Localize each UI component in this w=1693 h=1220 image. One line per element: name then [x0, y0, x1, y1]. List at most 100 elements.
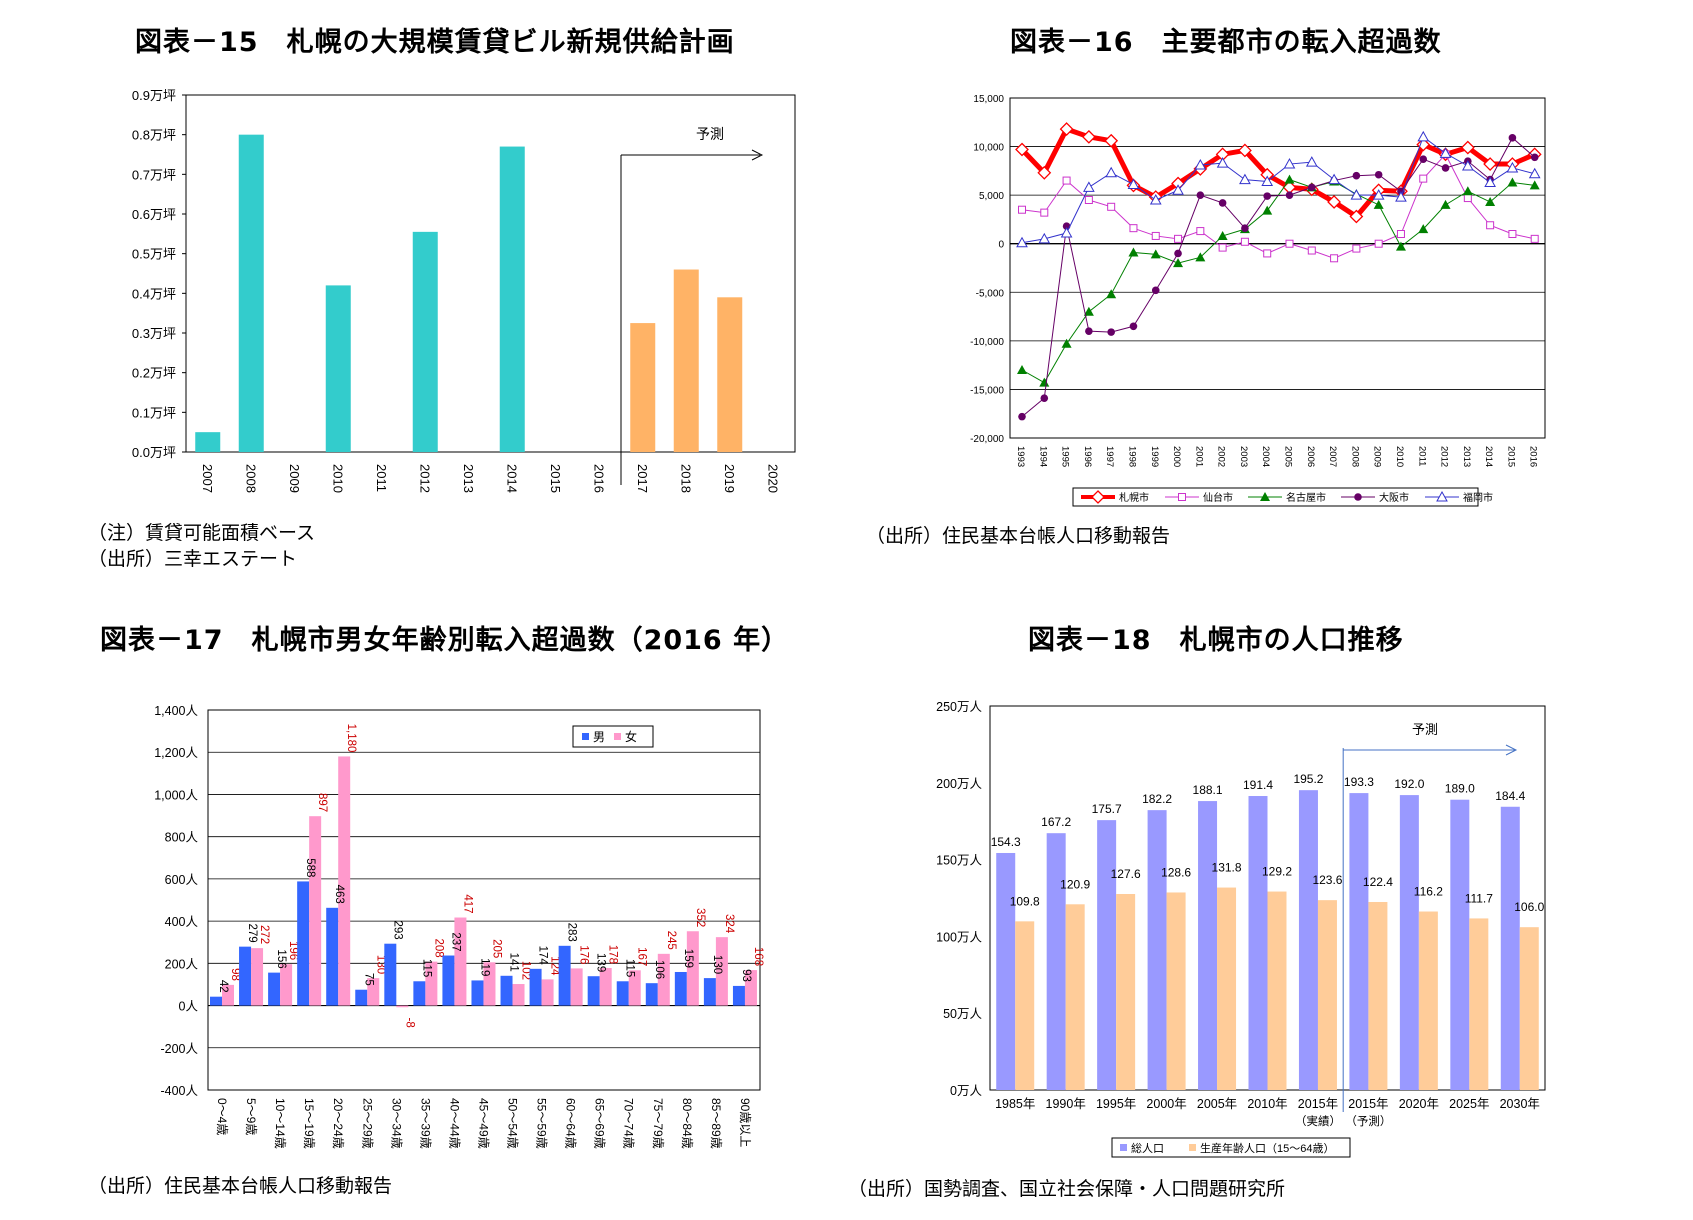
fig17-value-female-5～9歳: 272	[258, 925, 270, 944]
fig16-legend-marker-大阪市	[1354, 493, 1362, 501]
fig17-ytick-label: -400人	[160, 1084, 198, 1098]
fig16-xtick-label: 2008	[1349, 446, 1360, 467]
fig18-value-total-0: 154.3	[991, 835, 1021, 849]
fig17-value-female-20～24歳: 1,180	[345, 724, 357, 753]
fig17-value-male-30～34歳: 293	[391, 921, 403, 940]
fig16-point-仙台市-2006	[1307, 246, 1316, 255]
fig16-xtick-label: 2013	[1461, 446, 1472, 467]
fig16-xtick-label: 2012	[1439, 446, 1450, 467]
fig18-xtick-label: 1985年	[995, 1097, 1035, 1111]
fig17-ytick-label: 200人	[165, 957, 199, 971]
fig16-point-名古屋市-2000	[1173, 258, 1184, 268]
fig18-ytick-label: 150万人	[936, 854, 982, 868]
fig18-value-working-2: 127.6	[1111, 867, 1141, 881]
fig18-xtick-label: 1995年	[1096, 1097, 1136, 1111]
fig16-point-仙台市-2007	[1330, 254, 1339, 263]
fig17-value-male-25～29歳: 75	[362, 973, 374, 986]
fig16-legend-marker-名古屋市	[1260, 492, 1270, 501]
fig16-note-1: （出所）住民基本台帳人口移動報告	[866, 525, 1171, 547]
fig18-bar-total-9	[1450, 799, 1470, 1090]
fig18-value-total-7: 193.3	[1344, 775, 1374, 789]
fig17-xtick-label: 80～84歳	[680, 1098, 694, 1149]
fig17-legend-swatch-male	[582, 733, 589, 740]
fig16-point-福岡市-2010	[1395, 191, 1407, 202]
fig17-xtick-label: 55～59歳	[535, 1098, 549, 1149]
fig16-point-福岡市-1994	[1038, 232, 1051, 244]
fig16-point-札幌市-1995	[1059, 122, 1074, 137]
fig17-bar-female-30～34歳	[396, 1005, 409, 1008]
fig16-point-大阪市-1994	[1040, 394, 1049, 402]
fig17-title: 図表－17 札幌市男女年齢別転入超過数（2016 年）	[100, 625, 790, 656]
fig16-point-福岡市-2003	[1239, 173, 1251, 185]
fig18-xtick-sublabel: （実績）	[1295, 1114, 1341, 1128]
fig15-note-1: （注）賃貸可能面積ベース	[88, 522, 316, 544]
fig17-bar-female-60～64歳	[570, 968, 583, 1006]
fig16-xtick-label: 2016	[1528, 446, 1539, 467]
fig18-value-working-5: 129.2	[1262, 865, 1292, 879]
fig16-point-大阪市-2005	[1285, 191, 1294, 199]
fig16-point-名古屋市-1995	[1061, 338, 1072, 348]
fig17-ytick-label: 1,400人	[154, 704, 198, 718]
fig16-legend-label-札幌市: 札幌市	[1119, 491, 1149, 504]
fig17-value-female-70～74歳: 167	[636, 947, 648, 966]
fig15-xtick-label: 2015	[548, 464, 563, 493]
fig17-legend-swatch-female	[614, 733, 621, 740]
fig16-point-福岡市-2000	[1172, 184, 1184, 195]
fig16-point-福岡市-1995	[1060, 226, 1073, 238]
fig16-xtick-label: 2011	[1416, 446, 1427, 466]
fig18-value-working-7: 122.4	[1363, 875, 1393, 889]
fig17-ytick-label: 600人	[165, 873, 199, 887]
fig16-point-仙台市-2001	[1196, 227, 1205, 236]
fig16-point-大阪市-2003	[1241, 224, 1249, 232]
fig15-ytick-label: 0.2万坪	[132, 366, 176, 381]
fig16-xtick-label: 2006	[1305, 446, 1316, 467]
fig17-bar-male-80～84歳	[674, 971, 687, 1006]
fig16-point-大阪市-1998	[1129, 322, 1138, 331]
fig18-xtick-label: 2005年	[1197, 1097, 1237, 1111]
fig16-ytick-label: 15,000	[973, 94, 1004, 105]
fig17-value-female-65～69歳: 178	[607, 945, 619, 964]
fig16-point-福岡市-1999	[1149, 193, 1162, 205]
fig16-xtick-label: 1996	[1082, 446, 1093, 467]
fig16-point-仙台市-2010	[1396, 230, 1405, 238]
fig16-xtick-label: 2005	[1283, 446, 1294, 467]
fig16-point-札幌市-1993	[1015, 142, 1029, 157]
fig17-bar-male-55～59歳	[529, 968, 542, 1006]
fig17-bar-male-5～9歳	[239, 946, 252, 1006]
fig17-xtick-label: 60～64歳	[564, 1098, 578, 1149]
fig16-point-福岡市-2001	[1194, 158, 1207, 170]
fig16-xtick-label: 1998	[1126, 446, 1137, 467]
fig17-bar-male-60～64歳	[558, 945, 571, 1006]
fig17-bar-female-50～54歳	[512, 984, 525, 1006]
fig15-xtick-label: 2020	[765, 464, 780, 493]
fig18-value-total-6: 195.2	[1293, 772, 1323, 786]
fig17-bar-male-10～14歳	[268, 972, 281, 1006]
fig16-xtick-label: 1993	[1015, 446, 1026, 467]
fig18-bar-working-5	[1267, 891, 1287, 1090]
fig16-point-札幌市-1997	[1104, 133, 1119, 148]
fig16-ytick-label: -15,000	[970, 385, 1004, 396]
fig18-bar-total-4	[1198, 801, 1218, 1090]
fig16-xtick-label: 2014	[1483, 446, 1494, 467]
fig16-ytick-label: -5,000	[976, 288, 1005, 299]
fig17-bar-female-45～49歳	[483, 962, 496, 1006]
fig17-value-female-85～89歳: 324	[723, 914, 735, 934]
fig17-value-male-35～39歳: 115	[420, 959, 432, 977]
fig17-value-female-50～54歳: 102	[520, 961, 532, 980]
fig17-bar-male-90歳以上	[732, 985, 745, 1006]
fig18-value-working-10: 106.0	[1514, 900, 1544, 914]
fig18-value-working-8: 116.2	[1414, 885, 1443, 899]
fig16-ytick-label: 10,000	[973, 143, 1004, 154]
fig16-xtick-label: 1999	[1149, 446, 1160, 467]
fig16-xtick-label: 1995	[1060, 446, 1071, 467]
fig15-bar-2017	[630, 323, 656, 452]
fig16-legend-marker-仙台市	[1178, 493, 1186, 501]
fig15-ytick-label: 0.1万坪	[132, 405, 176, 420]
fig16-point-仙台市-1996	[1084, 196, 1093, 204]
fig18-title: 図表－18 札幌市の人口推移	[1028, 625, 1404, 656]
fig16-point-仙台市-2008	[1352, 244, 1361, 253]
fig16-legend-label-名古屋市: 名古屋市	[1286, 491, 1326, 504]
fig16-xtick-label: 2003	[1238, 446, 1249, 467]
fig17-xtick-label: 0～4歳	[215, 1098, 229, 1135]
fig17-bar-male-35～39歳	[413, 981, 426, 1006]
